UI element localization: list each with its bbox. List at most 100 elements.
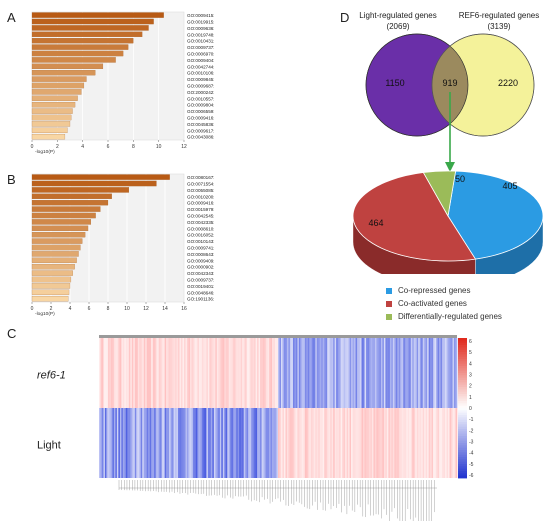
heatmap-cell [380, 338, 383, 408]
heatmap-cell [143, 338, 146, 408]
heatmap-cell [279, 338, 282, 408]
bar [31, 244, 81, 251]
heatmap-cell [425, 408, 428, 478]
heatmap-cell [266, 338, 268, 408]
heatmap-cell [266, 408, 268, 478]
heatmap-cell [263, 338, 265, 408]
heatmap-cell [115, 338, 118, 408]
heatmap-cell [452, 338, 455, 408]
heatmap-cell [131, 408, 134, 478]
heatmap-cell [181, 408, 183, 478]
bar [31, 225, 89, 232]
colorbar-segment [458, 422, 467, 425]
heatmap-cell [348, 338, 350, 408]
heatmap-cell [231, 338, 234, 408]
heatmap-cell [146, 338, 149, 408]
colorbar-segment [458, 347, 467, 351]
heatmap-cell [218, 408, 221, 478]
heatmap-cell [371, 408, 374, 478]
colorbar-segment [458, 419, 467, 423]
heatmap-cell [255, 408, 258, 478]
heatmap-cell [439, 408, 441, 478]
pie-data-label: 50 [455, 174, 465, 184]
heatmap-cell [134, 338, 137, 408]
heatmap-cell [416, 338, 419, 408]
category-label: GO:0009409: response to cold [187, 258, 214, 263]
colorbar-segment [458, 384, 467, 388]
heatmap-cell [442, 408, 444, 478]
heatmap-cell [133, 408, 136, 478]
colorbar-segment [458, 429, 467, 432]
heatmap-cell [254, 408, 256, 478]
colorbar-segment [458, 370, 467, 374]
heatmap-cell [310, 338, 313, 408]
heatmap-cell [242, 338, 244, 408]
heatmap-cell [269, 338, 271, 408]
heatmap-cell [388, 338, 391, 408]
heatmap-cell [227, 338, 230, 408]
heatmap-cell [337, 408, 340, 478]
heatmap-cell [380, 408, 383, 478]
heatmap-cell [355, 408, 358, 478]
colorbar-segment [458, 471, 467, 474]
category-label: GO:0042744: hydrogen peroxide catabolic … [187, 64, 214, 69]
heatmap-cell [297, 338, 300, 408]
heatmap-cell [298, 408, 301, 478]
pie-legend: Co-repressed genes Co-activated genes Di… [386, 284, 502, 323]
heatmap-cell [280, 338, 283, 408]
heatmap-cell [269, 408, 271, 478]
heatmap-cell [303, 408, 306, 478]
colorbar-segment [458, 438, 467, 442]
heatmap-cell [389, 408, 392, 478]
heatmap-cell [169, 408, 171, 478]
heatmap-cell [379, 408, 382, 478]
bar [31, 231, 86, 238]
heatmap-cell [137, 408, 140, 478]
heatmap-cell [385, 408, 388, 478]
colorbar-segment [458, 394, 467, 397]
category-label: GO:0008643: carbohydrate transport [187, 252, 214, 257]
heatmap-cell [112, 338, 115, 408]
colorbar-segment [458, 338, 467, 341]
heatmap-cell [263, 408, 265, 478]
heatmap-cell [178, 338, 180, 408]
heatmap-cell [449, 408, 452, 478]
heatmap-cell [334, 408, 337, 478]
colorbar-segment [458, 443, 467, 446]
heatmap-cell [157, 408, 159, 478]
heatmap-cell [427, 408, 429, 478]
panel-label-b: B [7, 172, 16, 187]
tick-label: 4 [69, 306, 72, 312]
heatmap-cell [194, 338, 197, 408]
heatmap-cell [145, 408, 148, 478]
colorbar-tick-label: 0 [469, 406, 472, 412]
heatmap-cell [304, 408, 307, 478]
heatmap-cell [322, 338, 325, 408]
heatmap-cell [455, 338, 458, 408]
bar [31, 238, 83, 244]
heatmap-cell [327, 408, 330, 478]
heatmap-cell [398, 338, 401, 408]
heatmap-cell [278, 338, 280, 408]
tick-label: 0 [31, 144, 34, 150]
tick-label: 14 [162, 306, 168, 312]
colorbar-segment [458, 340, 467, 344]
heatmap-cell [392, 408, 395, 478]
heatmap-cell [330, 408, 332, 478]
bar [31, 31, 143, 38]
heatmap-cell [449, 338, 452, 408]
heatmap-cell [337, 338, 340, 408]
heatmap-cell [403, 408, 406, 478]
colorbar-segment [458, 424, 467, 428]
heatmap-cell [448, 338, 450, 408]
heatmap-cell [101, 408, 104, 478]
heatmap-cell [189, 408, 192, 478]
heatmap-cell [294, 338, 297, 408]
heatmap-cell [391, 408, 394, 478]
heatmap-cell [225, 338, 228, 408]
bar [31, 108, 73, 114]
x-axis-label: -log10(P) [35, 311, 55, 316]
category-label: GO:0009741: response to brassinosteroid [187, 246, 214, 251]
colorbar-segment [458, 349, 467, 353]
category-label: GO:0009636: response to toxic substance [187, 26, 214, 31]
